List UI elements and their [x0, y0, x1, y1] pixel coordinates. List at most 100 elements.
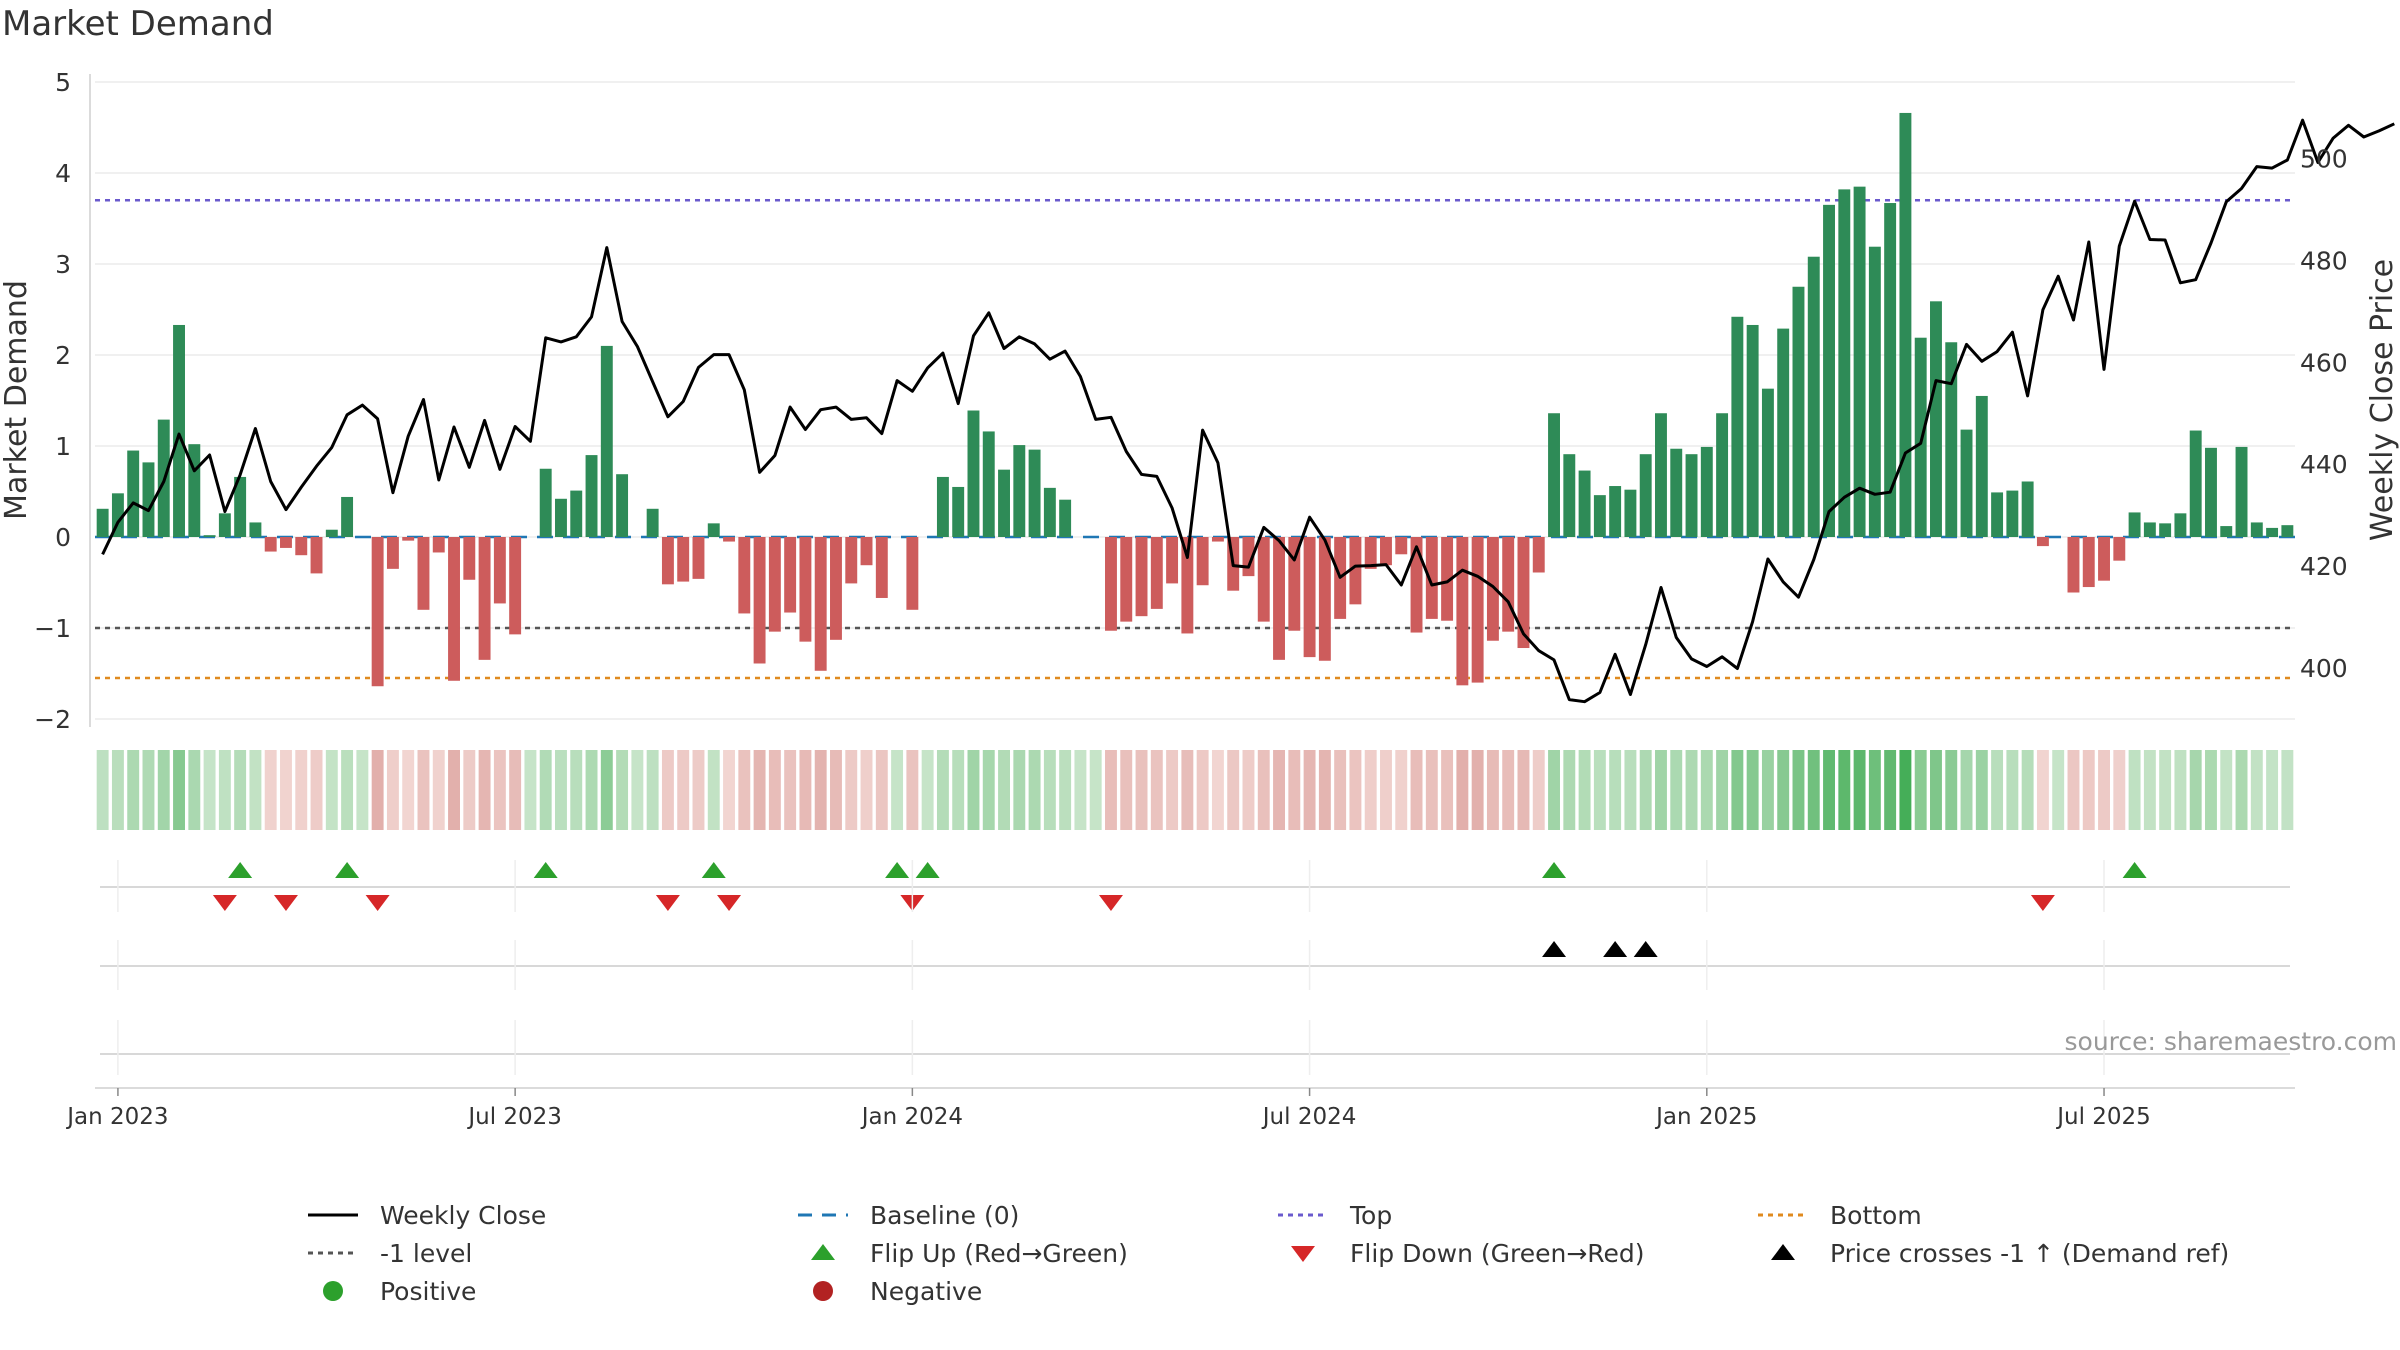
demand-bar: [814, 537, 827, 671]
heat-cell: [524, 750, 537, 830]
demand-bar: [448, 537, 460, 681]
legend-label: Price crosses -1 ↑ (Demand ref): [1830, 1238, 2230, 1268]
heat-cell: [1074, 750, 1087, 830]
legend-label: Bottom: [1830, 1200, 1922, 1230]
price-line-layer: [101, 118, 2395, 704]
heat-cell: [1700, 750, 1713, 830]
heat-cell: [1059, 750, 1072, 830]
demand-bar: [1013, 445, 1026, 537]
demand-bar: [1991, 492, 2004, 537]
heat-cell: [1960, 750, 1973, 830]
heat-cell: [478, 750, 491, 830]
demand-bar: [2143, 522, 2156, 537]
x-tick-label: Jul 2023: [466, 1104, 562, 1130]
flip-up-marker: [701, 862, 726, 878]
demand-bar: [1930, 301, 1942, 537]
demand-bar: [1211, 537, 1224, 542]
left-tick-label: 2: [55, 341, 71, 370]
legend-item: Top: [1270, 1200, 1392, 1230]
demand-bar: [1838, 189, 1851, 537]
heat-cell: [1807, 750, 1820, 830]
demand-bar: [1532, 537, 1545, 573]
heat-cell: [1563, 750, 1576, 830]
right-tick-label: 420: [2300, 552, 2348, 581]
heat-cell: [341, 750, 354, 830]
legend-label: Flip Up (Red→Green): [870, 1238, 1128, 1268]
demand-bar: [875, 537, 888, 598]
legend-item: Negative: [790, 1276, 982, 1306]
demand-bar: [1349, 537, 1362, 605]
demand-bar: [1364, 537, 1377, 569]
flip-down-marker: [273, 895, 298, 911]
heat-cell: [967, 750, 980, 830]
demand-bar: [1242, 537, 1255, 577]
legend-symbol: [1771, 1244, 1795, 1260]
heat-cell: [1777, 750, 1790, 830]
heat-cell: [356, 750, 369, 830]
right-axis-label: Weekly Close Price: [2365, 259, 2400, 541]
heat-cell: [2174, 750, 2187, 830]
heat-cell: [264, 750, 277, 830]
demand-bar: [1196, 537, 1209, 586]
demand-bar: [1868, 246, 1881, 537]
flip-down-marker: [212, 895, 237, 911]
demand-bar: [2220, 526, 2233, 537]
heat-cell: [555, 750, 567, 830]
demand-bar: [96, 508, 109, 537]
heat-cell: [142, 750, 155, 830]
heat-cell: [1991, 750, 2004, 830]
heat-cell: [1257, 750, 1270, 830]
legend-item: Positive: [300, 1276, 476, 1306]
heat-cell: [127, 750, 140, 830]
demand-bar: [1105, 537, 1117, 631]
demand-bar: [218, 513, 231, 537]
flip-down-marker: [2030, 895, 2055, 911]
demand-bar: [967, 410, 980, 537]
demand-bar: [1823, 204, 1835, 537]
heat-cell: [402, 750, 415, 830]
heat-cell: [2220, 750, 2233, 830]
heat-cell: [1441, 750, 1454, 830]
heat-cell: [814, 750, 827, 830]
demand-bar: [2250, 522, 2263, 537]
heat-cell: [417, 750, 430, 830]
demand-bar: [998, 469, 1010, 537]
demand-bar: [692, 537, 705, 579]
heat-cell: [249, 750, 262, 830]
demand-bar: [1502, 537, 1515, 632]
heat-cell: [1930, 750, 1942, 830]
heat-cell: [1150, 750, 1163, 830]
demand-bar: [1899, 112, 1912, 537]
heat-cell: [875, 750, 888, 830]
demand-bar: [784, 537, 797, 613]
demand-bar: [677, 537, 690, 582]
heat-cell: [203, 750, 216, 830]
legend-symbol: [323, 1281, 343, 1301]
price-cross-marker: [1633, 941, 1658, 957]
heat-cell: [371, 750, 384, 830]
demand-bar: [1410, 537, 1423, 633]
heat-cell: [1105, 750, 1117, 830]
axes: 5 4 3 2 1 0 −1 −2 500 480 460 440 420 400 Market Deman…: [0, 68, 2400, 734]
heat-cell: [2250, 750, 2263, 830]
flip-down-marker: [1098, 895, 1123, 911]
demand-bar: [2205, 447, 2217, 537]
heat-cell: [1364, 750, 1377, 830]
heat-cell: [952, 750, 965, 830]
heat-cell: [539, 750, 552, 830]
flip-up-marker: [1542, 862, 1567, 878]
demand-bar: [264, 537, 277, 552]
demand-bar: [2266, 527, 2279, 537]
heat-cell: [432, 750, 445, 830]
demand-bar: [1624, 489, 1637, 537]
heat-cell: [2113, 750, 2126, 830]
demand-bar: [173, 324, 185, 537]
heat-cell: [1670, 750, 1683, 830]
legend-swatch: [1771, 1244, 1795, 1260]
heat-cell: [1334, 750, 1347, 830]
demand-bar: [845, 537, 858, 584]
heat-cell: [234, 750, 247, 830]
heat-cell: [1609, 750, 1622, 830]
legend-swatch: [323, 1281, 343, 1301]
flip-up-marker: [2122, 862, 2147, 878]
